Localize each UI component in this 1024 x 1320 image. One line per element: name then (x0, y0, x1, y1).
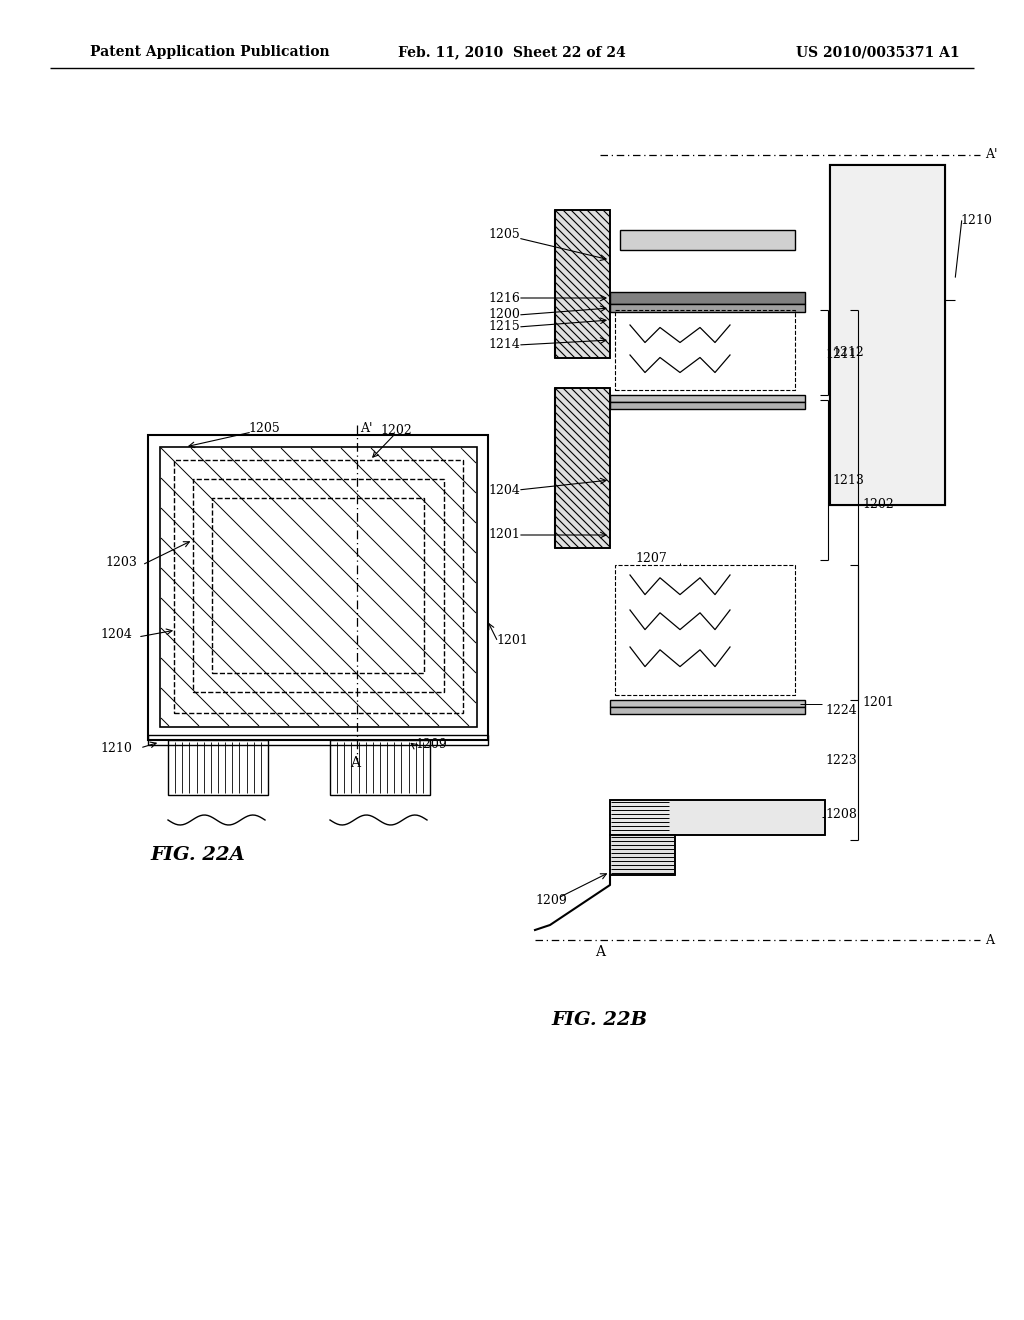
Text: 1200: 1200 (488, 309, 520, 322)
Bar (555, 210, 610, 358)
Text: 1208: 1208 (825, 808, 857, 821)
Text: A': A' (360, 421, 373, 434)
Bar (330, 741, 430, 795)
Bar (610, 708, 805, 714)
Text: 1212: 1212 (831, 346, 864, 359)
Text: FIG. 22A: FIG. 22A (150, 846, 245, 865)
Text: 1214: 1214 (488, 338, 520, 351)
Text: A: A (595, 945, 605, 960)
Text: 1215: 1215 (488, 321, 520, 334)
Bar (830, 165, 945, 506)
Text: Patent Application Publication: Patent Application Publication (90, 45, 330, 59)
Text: 1209: 1209 (535, 894, 566, 907)
Bar (610, 800, 825, 836)
Bar (160, 447, 477, 727)
Text: FIG. 22B: FIG. 22B (552, 1011, 648, 1030)
Bar (610, 403, 805, 409)
Bar (610, 836, 675, 875)
Bar (148, 735, 488, 744)
Bar (610, 700, 805, 708)
Bar (610, 836, 675, 875)
Text: 1202: 1202 (862, 499, 894, 511)
Text: Feb. 11, 2010  Sheet 22 of 24: Feb. 11, 2010 Sheet 22 of 24 (398, 45, 626, 59)
Bar (615, 310, 795, 389)
Text: 1203: 1203 (105, 556, 137, 569)
Bar (168, 741, 268, 795)
Bar (620, 230, 795, 249)
Bar (212, 498, 424, 673)
Text: 1202: 1202 (380, 424, 412, 437)
Bar (174, 459, 463, 713)
Bar (830, 165, 945, 506)
Text: 1223: 1223 (825, 754, 857, 767)
Text: US 2010/0035371 A1: US 2010/0035371 A1 (797, 45, 961, 59)
Text: 1207: 1207 (635, 552, 667, 565)
Bar (555, 388, 610, 548)
Bar (555, 210, 610, 358)
Bar (193, 479, 444, 692)
Text: 1201: 1201 (496, 634, 528, 647)
Text: 1213: 1213 (831, 474, 864, 487)
Text: 1205: 1205 (248, 421, 280, 434)
Text: 1201: 1201 (862, 696, 894, 709)
Text: 1224: 1224 (825, 704, 857, 717)
Bar (615, 565, 795, 696)
Text: 1205: 1205 (488, 228, 520, 242)
Bar (610, 800, 825, 836)
Text: A: A (985, 933, 994, 946)
Text: 1209: 1209 (415, 738, 446, 751)
Bar (830, 165, 945, 506)
Text: 1211: 1211 (825, 348, 857, 362)
Bar (610, 304, 805, 312)
Text: 1216: 1216 (488, 292, 520, 305)
Bar (610, 292, 805, 304)
Text: 1204: 1204 (100, 628, 132, 642)
Text: 1204: 1204 (488, 483, 520, 496)
Bar (555, 388, 610, 548)
Text: 1210: 1210 (961, 214, 992, 227)
Text: A: A (350, 756, 360, 770)
Text: 1201: 1201 (488, 528, 520, 541)
Text: 1210: 1210 (100, 742, 132, 755)
Bar (148, 436, 488, 741)
Bar (610, 395, 805, 403)
Text: A': A' (985, 149, 997, 161)
